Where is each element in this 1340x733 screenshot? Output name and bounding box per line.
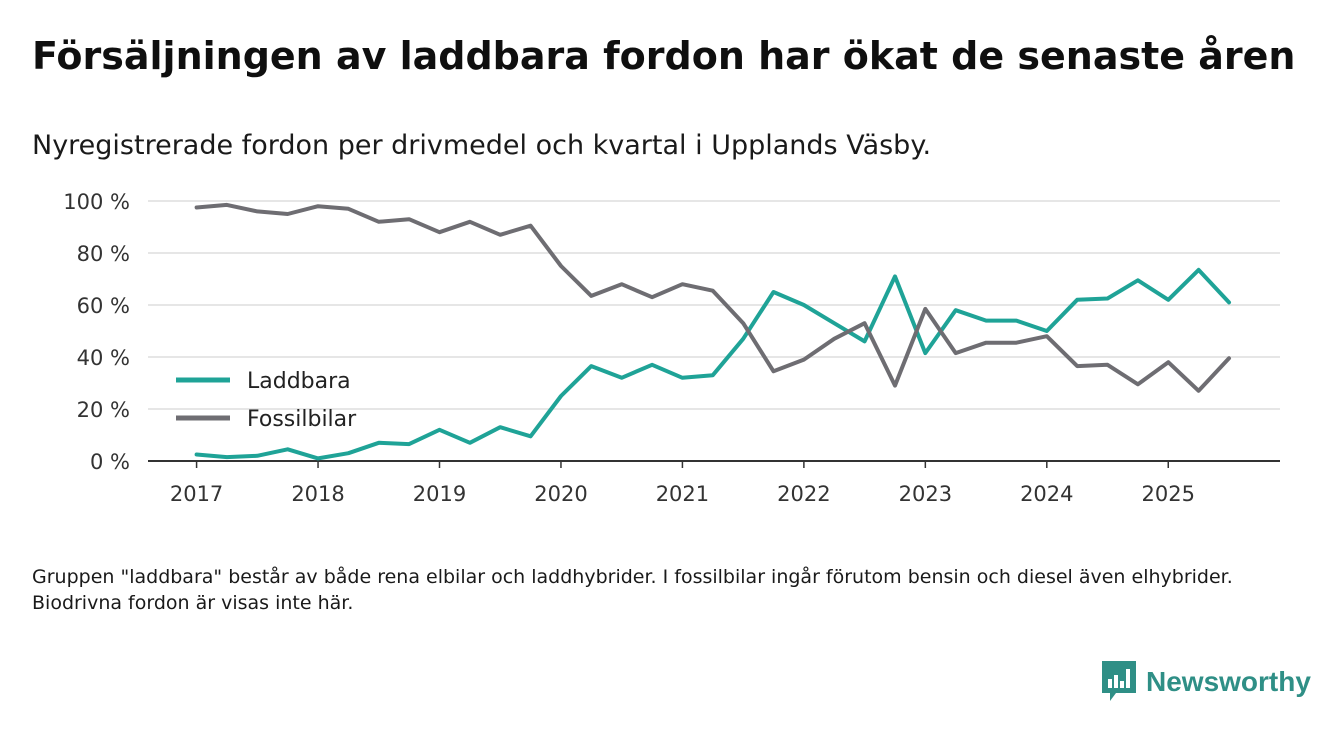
brand[interactable]: Newsworthy — [1102, 661, 1311, 703]
x-tick-label: 2018 — [291, 482, 344, 506]
series-line-laddbara — [194, 267, 1231, 461]
y-tick-label: 60 % — [77, 294, 130, 318]
y-tick-label: 100 % — [63, 190, 130, 214]
chart-title: Försäljningen av laddbara fordon har öka… — [32, 34, 1296, 78]
y-tick-label: 20 % — [77, 398, 130, 422]
series-line-fossilbilar — [194, 202, 1231, 393]
x-tick-label: 2021 — [656, 482, 709, 506]
legend-label-laddbara: Laddbara — [247, 369, 351, 394]
brand-name: Newsworthy — [1146, 666, 1311, 697]
legend-label-fossilbilar: Fossilbilar — [247, 407, 357, 432]
x-tick-label: 2025 — [1142, 482, 1195, 506]
y-tick-label: 80 % — [77, 242, 130, 266]
footnote: Gruppen "laddbara" består av både rena e… — [32, 566, 1233, 614]
x-tick-label: 2024 — [1020, 482, 1073, 506]
x-tick-label: 2022 — [777, 482, 830, 506]
x-tick-label: 2020 — [534, 482, 587, 506]
y-tick-label: 0 % — [90, 450, 130, 474]
y-tick-label: 40 % — [77, 346, 130, 370]
x-tick-label: 2017 — [170, 482, 223, 506]
x-tick-label: 2019 — [413, 482, 466, 506]
x-tick-label: 2023 — [899, 482, 952, 506]
chart-subtitle: Nyregistrerade fordon per drivmedel och … — [32, 130, 932, 161]
newsworthy-bar-chart-icon — [1102, 661, 1136, 701]
